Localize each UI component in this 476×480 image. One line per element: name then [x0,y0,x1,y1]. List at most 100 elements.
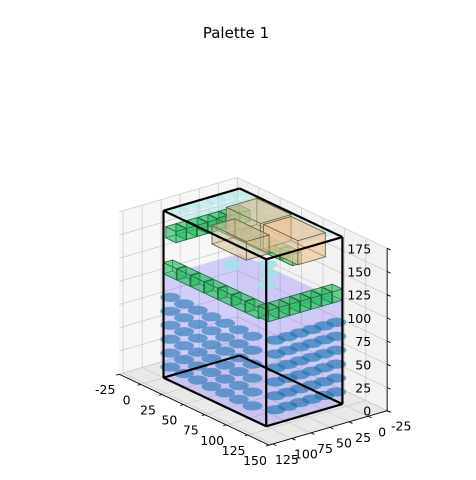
container-edge [163,376,267,428]
z-tick-label: 150 [347,265,371,280]
cylinder [242,331,263,341]
green-box [289,293,312,302]
cylinder [228,339,249,349]
tan-box [225,198,293,224]
cylinder [222,260,242,270]
cylinder [201,354,222,364]
z-tick-mark [386,363,391,367]
grid-line [119,246,238,282]
grid-line [237,316,388,388]
green-box [207,211,230,220]
z-tick-label: 0 [363,404,371,419]
cylinder [160,320,181,330]
green-box [203,279,228,289]
container-edge [239,187,343,239]
green-box [228,204,251,214]
green-box [196,214,219,223]
cylinder [174,313,194,323]
container-edge [239,354,343,406]
cylinder [228,367,249,377]
y-tick-mark [367,415,372,419]
tick-labels: -250255075100125150-25025507510012502550… [95,241,411,468]
x-tick-label: -25 [95,382,115,397]
x-tick-mark [244,434,248,437]
z-tick-label: 50 [355,357,371,372]
grid-line [119,269,238,306]
grid-line [247,400,366,436]
green-box [215,215,239,225]
cylinder [242,387,263,397]
y-tick-label: 75 [317,441,333,456]
cylinder [228,394,249,404]
green-box [186,217,209,226]
cylinder [174,299,194,309]
y-tick-label: 125 [275,452,299,467]
x-tick-mark [180,404,184,406]
y-tick-label: 100 [294,446,318,461]
green-box [253,233,277,243]
cylinder [160,306,181,316]
y-axis-line [268,410,388,446]
container-edge [265,403,343,428]
green-box [240,227,265,237]
x-tick-label: 125 [222,443,246,458]
z-tick-mark [386,387,391,390]
x-tick-label: 150 [243,453,267,468]
x-tick-mark [158,394,163,396]
cylinder [257,259,278,270]
z-tick-label: 100 [347,311,371,326]
peach-box [262,216,327,242]
y-tick-mark [310,432,315,435]
cylinder [187,347,208,357]
cylinder [242,345,263,355]
container-edge [163,187,241,212]
y-tick-mark [329,426,334,430]
cylinder [201,340,222,350]
green-box [164,223,187,232]
cylinder [265,335,286,345]
green-box [257,302,280,311]
green-box [176,266,201,276]
palette-contents [160,188,347,427]
y-tick-label: 50 [336,435,352,450]
cylinder [259,269,280,279]
cylinder [265,391,286,401]
container-edge [163,209,267,261]
cylinder [201,326,222,336]
cylinder [242,401,263,411]
cylinder [228,380,249,391]
cylinder [242,373,263,383]
y-tick-label: 25 [355,430,371,445]
z-tick-label: 25 [355,381,371,396]
x-tick-mark [137,383,141,386]
cylinder [215,332,236,342]
x-axis-line [119,373,270,446]
z-tick-mark [386,247,391,251]
blue-box [163,253,343,325]
tan-box [211,218,271,242]
cylinder [187,333,208,343]
cylinder [201,367,222,378]
cylinder [174,327,194,337]
cylinder [265,377,286,387]
green-box [189,272,214,283]
cylinder [228,353,249,363]
axis-lines [116,247,391,447]
container-frame [162,187,344,428]
cylinder [160,334,181,344]
cylinder [265,405,286,415]
cylinder [187,375,208,385]
x-tick-mark [223,424,227,427]
cylinder [187,305,208,315]
cylinder [160,292,181,302]
cylinder [215,388,236,398]
green-box [267,299,291,308]
cylinder [201,381,222,392]
cylinder [169,206,190,216]
cylinder [228,325,249,335]
z-tick-label: 175 [347,241,371,256]
z-tick-label: 125 [347,288,371,303]
cylinder [265,349,286,359]
cylinder [174,355,194,365]
cylinder [201,312,222,322]
